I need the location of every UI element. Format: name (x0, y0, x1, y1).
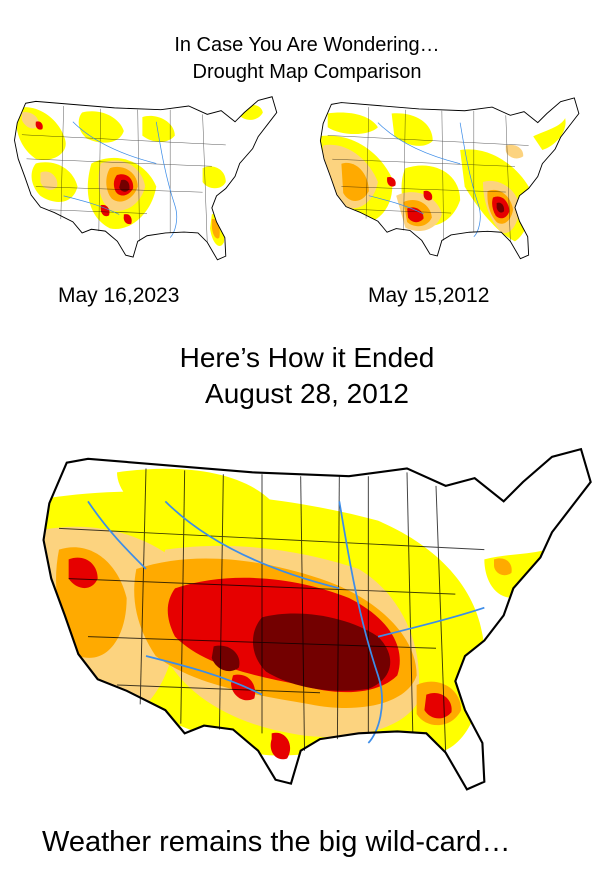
title-line-2: Drought Map Comparison (192, 61, 422, 83)
drought-map-may-2012 (319, 97, 580, 260)
title-line-1: In Case You Are Wondering… (174, 34, 440, 56)
date-label-left: May 16,2023 (58, 284, 180, 307)
footer-text: Weather remains the big wild-card… (42, 826, 511, 858)
heading-line-1: Here’s How it Ended (179, 342, 435, 373)
heading-line-2: August 28, 2012 (205, 378, 409, 409)
section-heading: Here’s How it Ended August 28, 2012 (0, 340, 614, 412)
page-title: In Case You Are Wondering… Drought Map C… (0, 32, 614, 86)
drought-map-may-2023 (14, 96, 278, 261)
date-label-right: May 15,2012 (368, 284, 490, 307)
drought-map-august-2012 (42, 447, 592, 791)
